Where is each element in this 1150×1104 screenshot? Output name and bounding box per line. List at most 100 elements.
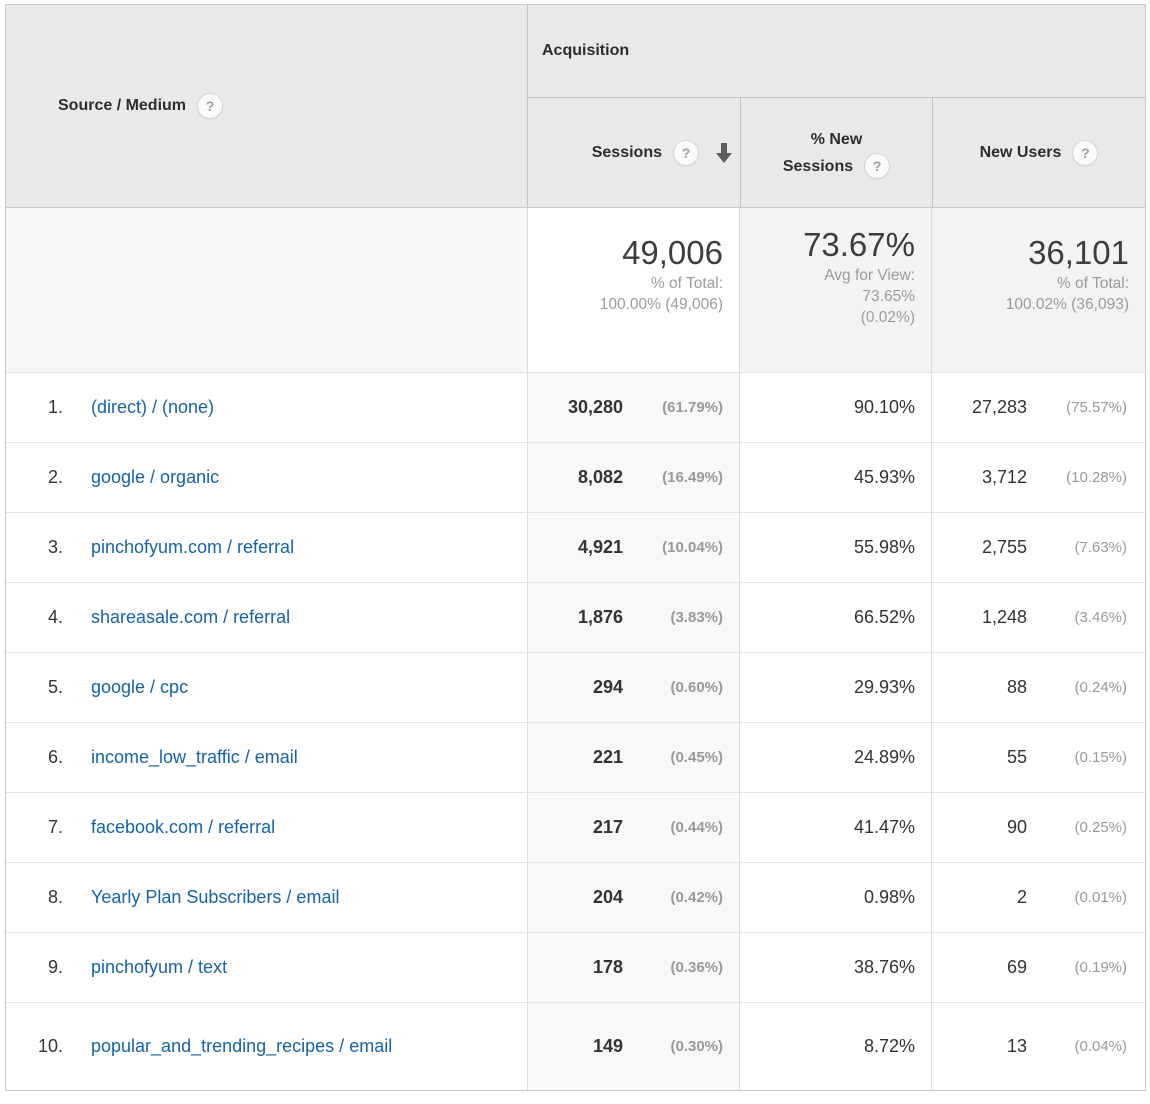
sessions-total-sub2: 100.00% (49,006) [599, 296, 723, 313]
table-row: 9. pinchofyum / text 178 (0.36%) 38.76% 69 (0.… [6, 933, 1145, 1003]
percent-new-sessions-total-value: 73.67% [803, 226, 915, 263]
percent-new-sessions-value: 45.93% [853, 467, 915, 487]
sort-descending-icon [714, 142, 734, 164]
source-medium-link[interactable]: google / organic [91, 467, 220, 487]
sessions-value: 221 [592, 747, 623, 767]
column-header-sessions[interactable]: Sessions ? [528, 98, 740, 207]
percent-new-sessions-cell: 41.47% [740, 793, 932, 862]
help-icon[interactable]: ? [197, 93, 224, 119]
sessions-value: 30,280 [567, 397, 623, 417]
percent-new-sessions-cell: 90.10% [740, 373, 932, 442]
source-medium-link[interactable]: pinchofyum / text [91, 957, 228, 977]
row-rank: 9. [47, 957, 63, 977]
source-medium-link[interactable]: income_low_traffic / email [91, 747, 298, 767]
sessions-percent: (0.42%) [670, 889, 723, 906]
new-users-total-sub2: 100.02% (36,093) [1005, 296, 1129, 313]
new-users-value: 27,283 [971, 397, 1027, 417]
column-header-new-users[interactable]: New Users ? [932, 98, 1145, 207]
source-medium-link[interactable]: shareasale.com / referral [91, 607, 291, 627]
row-rank: 7. [47, 817, 63, 837]
sessions-percent: (16.49%) [662, 469, 723, 486]
sessions-value: 217 [592, 817, 623, 837]
new-users-percent: (0.19%) [1074, 959, 1127, 976]
sessions-cell: 221 (0.45%) [528, 723, 740, 792]
help-icon[interactable]: ? [673, 139, 699, 166]
percent-new-label-line1: % New [810, 130, 863, 148]
sessions-percent: (0.60%) [670, 679, 723, 696]
percent-new-sessions-cell: 66.52% [740, 583, 932, 652]
sessions-cell: 294 (0.60%) [528, 653, 740, 722]
new-users-cell: 13 (0.04%) [932, 1003, 1145, 1090]
new-users-total-value: 36,101 [1028, 234, 1129, 271]
table-body: 1. (direct) / (none) 30,280 (61.79%) 90.10% 2… [6, 373, 1145, 1090]
percent-new-sessions-cell: 8.72% [740, 1003, 932, 1090]
sessions-cell: 178 (0.36%) [528, 933, 740, 1002]
percent-new-sessions-total-sub2: 73.65% [862, 288, 915, 305]
table-row: 5. google / cpc 294 (0.60%) 29.93% 88 (0.24%) [6, 653, 1145, 723]
row-rank: 3. [47, 537, 63, 557]
percent-new-sessions-cell: 0.98% [740, 863, 932, 932]
new-users-cell: 55 (0.15%) [932, 723, 1145, 792]
column-header-source-medium[interactable]: Source / Medium ? [6, 5, 528, 207]
source-medium-cell: 5. google / cpc [6, 653, 528, 722]
new-users-value: 2 [1016, 887, 1027, 907]
source-medium-link[interactable]: facebook.com / referral [91, 817, 276, 837]
sessions-value: 4,921 [577, 537, 623, 557]
new-users-percent: (0.15%) [1074, 749, 1127, 766]
totals-percent-new-sessions-cell: 73.67% Avg for View: 73.65% (0.02%) [740, 208, 932, 372]
help-icon[interactable]: ? [1072, 139, 1099, 166]
sessions-value: 8,082 [577, 467, 623, 487]
source-medium-cell: 2. google / organic [6, 443, 528, 512]
source-medium-link[interactable]: pinchofyum.com / referral [91, 537, 295, 557]
sessions-cell: 204 (0.42%) [528, 863, 740, 932]
totals-new-users-cell: 36,101 % of Total: 100.02% (36,093) [932, 208, 1145, 372]
source-medium-link[interactable]: (direct) / (none) [91, 397, 215, 417]
sessions-percent: (0.45%) [670, 749, 723, 766]
sessions-label: Sessions [591, 143, 662, 161]
sessions-cell: 1,876 (3.83%) [528, 583, 740, 652]
percent-new-sessions-value: 90.10% [853, 397, 915, 417]
table-row: 3. pinchofyum.com / referral 4,921 (10.04%)… [6, 513, 1145, 583]
source-medium-cell: 9. pinchofyum / text [6, 933, 528, 1002]
new-users-cell: 2 (0.01%) [932, 863, 1145, 932]
row-rank: 1. [47, 397, 63, 417]
row-rank: 6. [47, 747, 63, 767]
percent-new-sessions-value: 38.76% [853, 957, 915, 977]
column-header-percent-new-sessions[interactable]: % New Sessions ? [740, 98, 932, 207]
new-users-cell: 88 (0.24%) [932, 653, 1145, 722]
source-medium-link[interactable]: Yearly Plan Subscribers / email [91, 887, 340, 907]
new-users-cell: 1,248 (3.46%) [932, 583, 1145, 652]
new-users-label: New Users [979, 143, 1062, 161]
percent-new-sessions-value: 55.98% [853, 537, 915, 557]
new-users-value: 88 [1006, 677, 1027, 697]
group-header-acquisition: Acquisition [528, 5, 1145, 98]
sessions-value: 178 [592, 957, 623, 977]
help-icon[interactable]: ? [864, 153, 891, 179]
sessions-value: 1,876 [577, 607, 623, 627]
new-users-percent: (0.04%) [1074, 1038, 1127, 1055]
table-row: 4. shareasale.com / referral 1,876 (3.83%) 6… [6, 583, 1145, 653]
percent-new-sessions-cell: 38.76% [740, 933, 932, 1002]
new-users-cell: 90 (0.25%) [932, 793, 1145, 862]
source-medium-link[interactable]: popular_and_trending_recipes / email [91, 1036, 393, 1056]
percent-new-sessions-cell: 24.89% [740, 723, 932, 792]
percent-new-sessions-value: 8.72% [863, 1036, 915, 1056]
new-users-value: 90 [1006, 817, 1027, 837]
source-medium-cell: 7. facebook.com / referral [6, 793, 528, 862]
table-row: 7. facebook.com / referral 217 (0.44%) 41.47… [6, 793, 1145, 863]
percent-new-sessions-value: 0.98% [863, 887, 915, 907]
percent-new-sessions-total-sub3: (0.02%) [860, 309, 915, 326]
percent-new-label-line2: Sessions [782, 157, 854, 175]
percent-new-sessions-cell: 45.93% [740, 443, 932, 512]
new-users-cell: 2,755 (7.63%) [932, 513, 1145, 582]
sessions-value: 204 [592, 887, 623, 907]
new-users-value: 13 [1006, 1036, 1027, 1056]
new-users-percent: (3.46%) [1074, 609, 1127, 626]
new-users-value: 1,248 [981, 607, 1027, 627]
table-row: 8. Yearly Plan Subscribers / email 204 (0.4… [6, 863, 1145, 933]
new-users-total-sub1: % of Total: [1056, 275, 1129, 292]
source-medium-link[interactable]: google / cpc [91, 677, 189, 697]
acquisition-header-group: Acquisition Sessions ? % New [528, 5, 1145, 207]
source-medium-cell: 3. pinchofyum.com / referral [6, 513, 528, 582]
new-users-percent: (75.57%) [1066, 399, 1127, 416]
